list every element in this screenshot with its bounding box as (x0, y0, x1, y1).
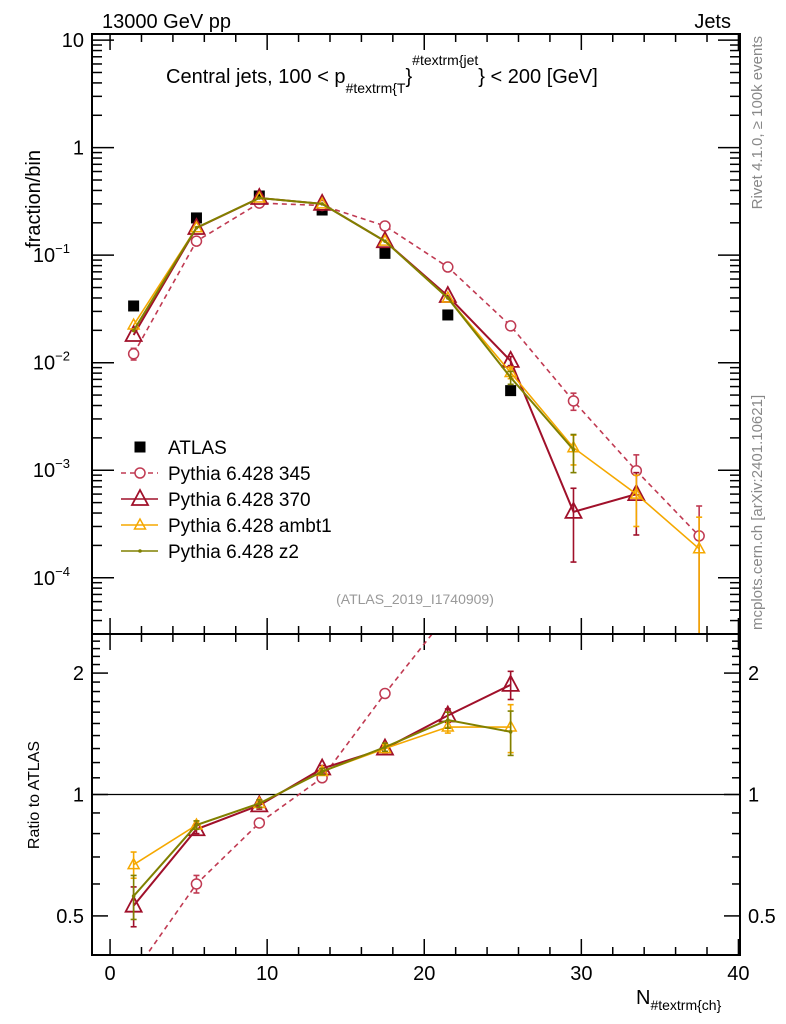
ratio-plot-marks (124, 547, 521, 978)
series-line (145, 634, 434, 955)
x-tick-label: 30 (570, 963, 592, 985)
y-tick-label: 10−1 (33, 241, 70, 267)
data-point (190, 235, 203, 247)
data-point (134, 441, 146, 453)
data-point (252, 190, 267, 203)
legend: ATLAS Pythia 6.428 345 Pythia 6.428 370 Pyt… (121, 438, 332, 563)
header-left: 13000 GeV pp (102, 11, 231, 33)
data-point (692, 541, 706, 554)
legend-label: Pythia 6.428 ambt1 (168, 516, 332, 537)
ratio-y-tick-label: 1 (73, 785, 84, 807)
data-point (508, 375, 513, 380)
data-point (563, 500, 583, 519)
legend-label: Pythia 6.428 z2 (168, 542, 299, 563)
data-point (129, 968, 139, 978)
rivet-label: Rivet 4.1.0, ≥ 100k events (749, 36, 766, 209)
legend-label: ATLAS (168, 438, 227, 459)
data-point (438, 285, 458, 303)
data-point (379, 247, 391, 259)
data-point (253, 190, 265, 202)
data-point (312, 192, 332, 211)
data-point (127, 348, 140, 360)
x-tick-label: 10 (256, 963, 278, 985)
x-tick-label: 20 (413, 963, 435, 985)
data-point (257, 801, 262, 806)
x-tick-label: 40 (727, 963, 749, 985)
data-point (133, 517, 147, 530)
legend-label: Pythia 6.428 370 (168, 490, 311, 511)
data-point (124, 324, 144, 342)
data-point (383, 239, 387, 243)
data-point (379, 220, 391, 232)
x-tick-label: 0 (105, 963, 116, 985)
title-sub: #textrm{T (346, 80, 406, 96)
data-point (383, 745, 387, 750)
title-main: Central jets, 100 < p (166, 66, 346, 88)
main-plot-marks (124, 187, 706, 634)
data-point (131, 328, 136, 333)
ratio-y-tick-label: 0.5 (56, 906, 84, 928)
data-point (320, 202, 324, 206)
ratio-y-tick-label: 2 (73, 663, 84, 685)
data-point (257, 196, 262, 200)
legend-label: Pythia 6.428 345 (168, 464, 311, 485)
data-point (441, 719, 455, 732)
data-point (446, 296, 450, 300)
data-point (443, 609, 453, 619)
ratio-y-tick-label-right: 1 (748, 785, 759, 807)
header-right: Jets (694, 11, 731, 33)
y-tick-label: 1 (73, 138, 84, 160)
data-point (190, 878, 203, 890)
data-point (130, 488, 150, 506)
data-point (446, 718, 450, 722)
title-brace: } (405, 66, 412, 88)
axes: 0 10 20 30 40 10 1 10−1 10−2 10−3 10−4 2 2 1 1 0.5 0.5 (33, 30, 776, 985)
series-line (132, 202, 700, 537)
data-point (138, 549, 142, 553)
watermark: (ATLAS_2019_I1740909) (336, 591, 494, 607)
series-line (133, 726, 511, 866)
title-sup: #textrm{jet (412, 52, 478, 68)
y-tick-label: 10−4 (33, 564, 70, 590)
data-point (194, 225, 199, 230)
data-point (128, 300, 140, 312)
xlabel: N#textrm{ch} (636, 987, 722, 1013)
title-end: } < 200 [GeV] (478, 66, 598, 88)
data-point (571, 447, 576, 452)
ratio-ylabel: Ratio to ATLAS (26, 741, 43, 849)
y-tick-label: 10−2 (33, 349, 70, 375)
data-point (442, 309, 454, 321)
data-point (126, 857, 141, 870)
ratio-y-tick-label-right: 2 (748, 663, 759, 685)
data-point (320, 769, 324, 774)
y-tick-label: 10−3 (33, 456, 70, 482)
data-point (506, 547, 516, 557)
data-point (253, 817, 266, 829)
data-point (194, 823, 199, 827)
mcplots-label: mcplots.cern.ch [arXiv:2401.10621] (749, 395, 766, 630)
series-line (132, 197, 575, 451)
main-ylabel: fraction/bin (23, 150, 45, 248)
ratio-frame (91, 633, 741, 956)
data-point (134, 467, 146, 479)
data-point (505, 385, 517, 397)
xlabel-main: N (636, 987, 650, 1009)
series-line (132, 718, 511, 897)
data-point (501, 673, 521, 692)
data-point (441, 290, 455, 303)
data-point (629, 486, 644, 499)
data-point (567, 395, 580, 407)
data-point (442, 261, 454, 273)
chart-title: Central jets, 100 < p#textrm{T}#textrm{j… (166, 52, 598, 96)
data-point (249, 187, 269, 205)
data-point (131, 894, 136, 898)
data-point (508, 730, 513, 734)
data-point (504, 320, 517, 332)
ratio-y-tick-label-right: 0.5 (748, 906, 776, 928)
y-tick-label: 10 (62, 30, 84, 52)
data-point (379, 687, 391, 700)
xlabel-sub: #textrm{ch} (650, 997, 721, 1013)
